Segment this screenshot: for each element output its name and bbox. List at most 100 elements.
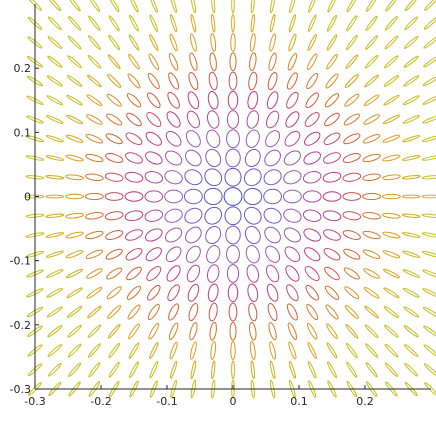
glyph-mark [26, 75, 44, 87]
glyph-mark [345, 34, 358, 51]
glyph-mark [302, 209, 322, 222]
glyph-mark [246, 264, 260, 283]
glyph-mark [85, 212, 104, 220]
glyph-mark [422, 75, 436, 87]
glyph-mark [168, 52, 179, 71]
glyph-mark [424, 382, 436, 396]
glyph-mark [403, 55, 419, 68]
glyph-mark [304, 266, 320, 281]
glyph-mark [187, 91, 200, 110]
glyph-mark [68, 16, 82, 31]
glyph-mark [206, 110, 220, 129]
glyph-mark [145, 151, 163, 165]
glyph-mark [324, 285, 340, 300]
glyph-mark [362, 173, 381, 181]
glyph-mark [269, 14, 276, 33]
glyph-mark [108, 380, 120, 398]
glyph-mark [269, 341, 277, 360]
glyph-mark [322, 210, 342, 222]
glyph-mark [346, 0, 358, 13]
glyph-mark [423, 36, 436, 49]
glyph-mark [67, 35, 82, 50]
glyph-mark [45, 194, 65, 199]
glyph-mark [223, 187, 243, 206]
glyph-mark [248, 71, 258, 91]
y-tick-label: 0.2 [14, 62, 32, 75]
glyph-mark [304, 112, 320, 127]
glyph-mark [363, 286, 380, 299]
glyph-mark [184, 169, 203, 186]
glyph-mark [421, 213, 436, 218]
glyph-mark [327, 0, 337, 13]
glyph-mark [107, 74, 122, 88]
glyph-mark [422, 306, 436, 318]
glyph-mark [288, 33, 297, 52]
glyph-mark [285, 265, 300, 282]
glyph-mark [165, 130, 182, 147]
glyph-mark [65, 154, 84, 162]
glyph-mark [249, 52, 257, 72]
y-tick-label: -0.3 [10, 383, 31, 396]
glyph-mark [211, 13, 216, 33]
x-tick-label: 0.2 [356, 395, 374, 408]
glyph-mark [263, 207, 282, 224]
glyph-mark [285, 111, 300, 128]
glyph-mark [363, 114, 380, 125]
glyph-mark [249, 33, 256, 52]
glyph-mark [189, 52, 198, 71]
glyph-mark [185, 226, 202, 244]
glyph-mark [402, 135, 421, 143]
glyph-mark [283, 170, 302, 185]
glyph-mark [362, 212, 381, 220]
glyph-mark [382, 114, 400, 125]
glyph-mark [384, 35, 399, 50]
glyph-mark [104, 172, 124, 182]
glyph-mark [188, 71, 199, 91]
glyph-mark [106, 267, 123, 280]
glyph-mark [184, 207, 203, 224]
glyph-mark [401, 155, 421, 161]
glyph-mark [108, 34, 121, 51]
glyph-mark [324, 266, 340, 281]
glyph-mark [46, 95, 64, 106]
glyph-mark [362, 192, 382, 201]
glyph-mark [346, 361, 358, 378]
glyph-mark [345, 342, 358, 359]
glyph-mark [422, 115, 436, 124]
glyph-mark [87, 305, 102, 319]
glyph-mark [364, 324, 379, 339]
y-tick-label: -0.2 [10, 319, 31, 332]
glyph-mark [247, 90, 259, 110]
glyph-mark [269, 33, 277, 52]
glyph-mark [66, 75, 83, 87]
glyph-mark [107, 323, 121, 339]
glyph-mark [362, 230, 381, 240]
glyph-mark [104, 211, 124, 221]
glyph-mark [27, 36, 43, 49]
glyph-layer [25, 0, 436, 399]
glyph-mark [363, 94, 380, 107]
glyph-mark [249, 341, 256, 360]
glyph-mark [283, 227, 302, 243]
glyph-mark [288, 341, 297, 360]
glyph-mark [108, 0, 120, 13]
glyph-mark [68, 381, 81, 397]
glyph-mark [343, 133, 361, 145]
glyph-mark [87, 74, 102, 88]
glyph-mark [323, 248, 341, 261]
glyph-mark [382, 212, 401, 219]
glyph-mark [66, 268, 84, 279]
glyph-mark [422, 269, 436, 278]
glyph-mark [27, 16, 43, 30]
glyph-mark [322, 171, 342, 183]
glyph-mark [343, 267, 360, 280]
glyph-mark [307, 14, 317, 32]
glyph-mark [307, 342, 317, 359]
glyph-mark [26, 306, 44, 318]
glyph-mark [188, 302, 199, 322]
glyph-mark [344, 286, 360, 300]
glyph-mark [383, 94, 400, 106]
glyph-mark [147, 92, 161, 109]
glyph-mark [326, 342, 338, 359]
glyph-mark [307, 361, 317, 379]
